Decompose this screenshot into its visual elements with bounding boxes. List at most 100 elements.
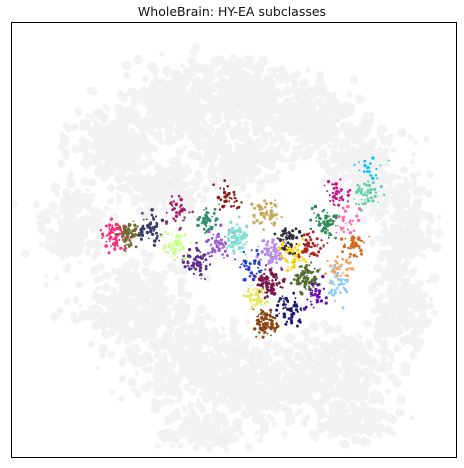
background-point [138,302,144,308]
subclass-point [267,295,269,297]
subclass-point [160,235,163,238]
background-point [240,349,249,358]
background-point [178,76,185,83]
background-point [380,307,386,313]
background-point [294,352,304,362]
background-point [410,416,415,421]
background-point [203,389,209,395]
background-point [398,304,407,313]
background-point [190,49,197,56]
background-point [166,298,172,304]
background-point [214,419,223,428]
background-point [142,282,150,290]
background-point [126,274,135,283]
subclass-point [278,300,281,303]
background-point [355,94,364,103]
subclass-point [151,233,154,236]
background-point [277,144,282,149]
background-point [173,126,180,133]
subclass-point [252,221,255,224]
background-point [323,154,328,159]
background-point [119,173,128,182]
background-point [391,148,397,154]
background-point [45,218,52,225]
background-point [145,354,152,361]
background-point [237,170,246,179]
background-point [131,193,140,202]
subclass-point [290,282,293,285]
subclass-point [118,226,121,229]
background-point [277,79,282,84]
subclass-point [128,245,131,248]
background-point [413,204,421,212]
background-point [110,120,115,125]
background-point [206,369,211,374]
subclass-point [179,227,181,229]
background-point [337,352,345,360]
background-point [297,123,305,131]
subclass-point [205,265,207,267]
subclass-point [283,300,285,302]
subclass-point [118,239,120,241]
subclass-point [299,320,302,323]
background-point [112,311,118,317]
background-point [148,176,154,182]
subclass-point [128,239,131,242]
subclass-point [260,327,263,330]
subclass-point [267,286,269,288]
background-point [105,107,110,112]
subclass-point [276,277,278,279]
background-point [83,152,90,159]
background-point [283,383,288,388]
background-point [219,355,225,361]
background-point [202,186,210,194]
subclass-point [249,299,252,302]
subclass-point [308,285,310,287]
subclass-point [110,218,113,221]
subclass-point [287,241,290,244]
subclass-point [195,258,197,260]
subclass-point [276,275,278,277]
background-point [350,76,358,84]
background-point [380,236,388,244]
subclass-point [233,194,235,196]
background-point [341,175,346,180]
background-point [339,156,344,161]
background-point [214,370,219,375]
subclass-point [110,245,112,247]
background-point [254,65,264,75]
subclass-point [263,318,265,320]
background-point [400,292,406,298]
background-point [183,420,188,425]
background-point [33,201,40,208]
background-point [194,170,202,178]
background-point [63,153,70,160]
background-point [233,418,242,427]
subclass-point [262,228,265,231]
background-point [308,154,312,158]
background-point [310,376,319,385]
subclass-point [262,336,265,339]
background-point [263,340,269,346]
background-point [90,130,99,139]
background-point [52,201,57,206]
subclass-point [169,245,171,247]
background-point [387,199,392,204]
background-point [315,97,324,106]
background-point [165,420,171,426]
background-point [213,145,220,152]
background-point [300,419,308,427]
background-point [278,65,287,74]
background-point [426,279,430,283]
subclass-point [203,253,206,256]
subclass-point [279,313,281,315]
background-point [183,408,188,413]
subclass-point [290,309,293,312]
background-point [350,130,357,137]
subclass-point [211,216,213,218]
subclass-point [109,240,111,242]
background-point [359,139,364,144]
subclass-point [324,215,326,217]
subclass-point [285,232,287,234]
subclass-point [265,317,268,320]
